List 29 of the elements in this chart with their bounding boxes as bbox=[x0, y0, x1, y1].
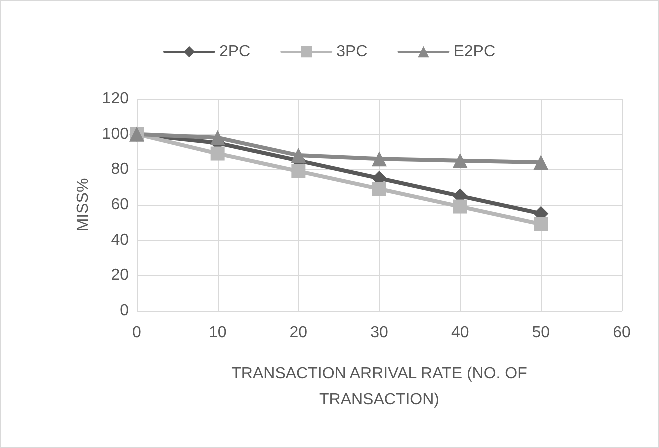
x-tick-label: 50 bbox=[532, 324, 550, 342]
y-tick-label: 120 bbox=[102, 90, 130, 108]
point bbox=[534, 155, 549, 170]
x-tick-label: 0 bbox=[132, 324, 142, 342]
y-tick-label: 40 bbox=[111, 232, 130, 249]
point bbox=[292, 164, 306, 178]
point bbox=[453, 200, 468, 214]
point bbox=[452, 153, 468, 168]
legend-label: E2PC bbox=[454, 44, 496, 60]
legend-label: 2PC bbox=[219, 44, 251, 60]
legend-label: 3PC bbox=[336, 44, 368, 60]
point bbox=[291, 148, 306, 164]
y-tick-label: 100 bbox=[102, 126, 130, 143]
x-tick-label: 20 bbox=[290, 324, 308, 342]
point bbox=[372, 182, 386, 196]
point bbox=[210, 146, 225, 161]
x-axis-title: TRANSACTION ARRIVAL RATE (NO. OF TRANSACTION) bbox=[232, 366, 528, 408]
y-axis-title: MISS% bbox=[74, 178, 92, 232]
point bbox=[534, 217, 548, 232]
x-tick-label: 40 bbox=[451, 324, 470, 342]
y-tick-label: 60 bbox=[111, 196, 130, 214]
x-tick-label: 10 bbox=[208, 324, 227, 342]
y-tick-label: 0 bbox=[120, 302, 130, 320]
x-tick-label: 60 bbox=[613, 324, 631, 342]
x-tick-label: 30 bbox=[370, 324, 388, 342]
y-tick-label: 80 bbox=[111, 161, 130, 178]
point bbox=[210, 130, 226, 146]
point bbox=[372, 152, 387, 167]
y-tick-label: 20 bbox=[111, 267, 130, 284]
